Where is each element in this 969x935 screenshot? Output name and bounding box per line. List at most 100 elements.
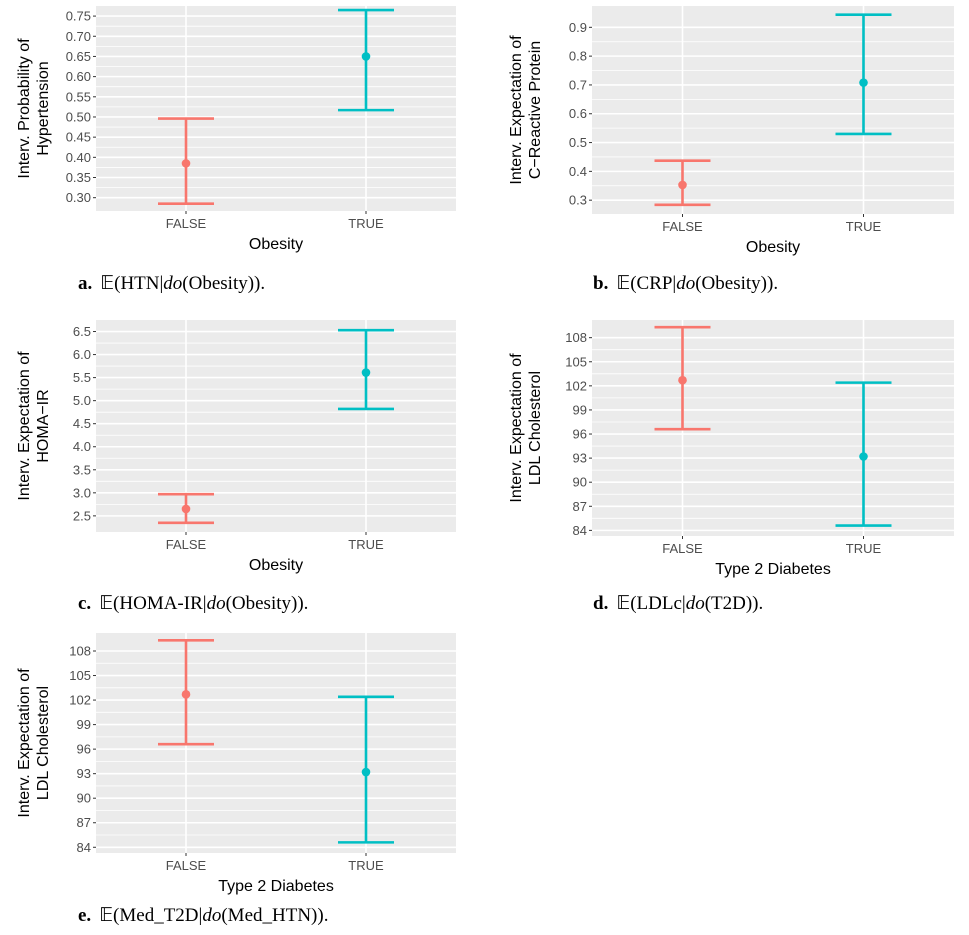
x-axis-title: Type 2 Diabetes [715, 561, 831, 578]
plot-panel [592, 320, 954, 536]
x-tick-label: TRUE [348, 537, 384, 552]
caption-do-operator: do [202, 905, 221, 926]
y-tick-label: 5.5 [73, 370, 91, 385]
y-tick-label: 0.5 [569, 135, 587, 150]
caption-letter: c. [78, 593, 91, 614]
y-axis-title-line: Interv. Probability of [16, 38, 33, 179]
x-tick-label: TRUE [348, 858, 384, 873]
caption-argument: (Obesity)). [695, 273, 778, 294]
errorbar-false [654, 159, 711, 207]
errorbar-true [835, 381, 892, 527]
y-tick-label: 90 [77, 791, 91, 806]
mean-point [361, 368, 371, 377]
caption-letter: e. [78, 905, 91, 926]
y-tick-label: 4.0 [73, 439, 91, 454]
caption-expression: 𝔼(Med_T2D| [99, 905, 202, 926]
caption-do-operator: do [686, 593, 705, 614]
y-tick-label: 99 [573, 402, 587, 417]
y-tick-label: 84 [77, 840, 91, 855]
y-tick-label: 105 [69, 668, 91, 683]
caption-do-operator: do [207, 593, 226, 614]
errorbar-true [835, 13, 892, 136]
caption-argument: (Obesity)). [226, 593, 309, 614]
y-axis-title-line: Interv. Expectation of [16, 351, 33, 501]
x-tick-label: TRUE [348, 216, 384, 231]
y-tick-label: 96 [573, 427, 587, 442]
y-tick-label: 102 [565, 378, 587, 393]
y-tick-label: 0.8 [569, 49, 587, 64]
figure-caption: e. 𝔼(Med_T2D|do(Med_HTN)). [78, 905, 328, 926]
y-tick-label: 90 [573, 475, 587, 490]
caption-argument: (T2D)). [705, 593, 764, 614]
y-axis-title-line: Interv. Expectation of [508, 353, 525, 503]
y-tick-label: 87 [573, 499, 587, 514]
errorbar-true [338, 695, 394, 844]
errorbar-false [654, 325, 711, 431]
y-axis-title: Interv. Expectation of C−Reactive Protein [508, 35, 544, 185]
x-tick-label: FALSE [166, 216, 207, 231]
x-axis-title: Obesity [249, 557, 303, 574]
y-tick-label: 102 [69, 693, 91, 708]
chart-d: 84 87 90 93 96 99 102 105 108 FALSE TRUE Type 2 Dia… [508, 320, 954, 614]
y-tick-label: 93 [573, 451, 587, 466]
y-tick-label: 6.5 [73, 324, 91, 339]
chart-c: 2.5 3.0 3.5 4.0 4.5 5.0 5.5 6.0 6.5 FALSE TRUE Obes… [16, 320, 456, 614]
caption-do-operator: do [163, 273, 182, 294]
y-axis-title-line: HOMA−IR [35, 389, 52, 462]
y-tick-label: 6.0 [73, 347, 91, 362]
chart-a: 0.30 0.35 0.40 0.45 0.50 0.55 0.60 0.65 0.70 0.75… [16, 6, 456, 294]
x-axis-title: Obesity [746, 239, 800, 256]
y-tick-label: 0.6 [569, 106, 587, 121]
caption-expression: 𝔼(LDLc| [616, 593, 685, 614]
caption-letter: a. [78, 273, 92, 294]
caption-argument: (Med_HTN)). [221, 905, 328, 926]
x-tick-label: FALSE [662, 219, 703, 234]
mean-point [181, 504, 191, 514]
mean-point [181, 159, 191, 168]
figure-caption: a. 𝔼(HTN|do(Obesity)). [78, 273, 265, 294]
y-axis-title: Interv. Expectation of HOMA−IR [16, 351, 52, 501]
y-tick-label: 0.65 [66, 49, 91, 64]
y-tick-label: 0.55 [66, 89, 91, 104]
mean-point [859, 452, 868, 461]
y-tick-label: 0.4 [569, 164, 587, 179]
y-axis-title-line: LDL Cholesterol [527, 371, 544, 485]
mean-point [181, 690, 191, 699]
y-tick-label: 108 [69, 643, 91, 658]
y-axis-title-line: C−Reactive Protein [527, 41, 544, 179]
y-tick-label: 87 [77, 815, 91, 830]
y-tick-label: 3.5 [73, 462, 91, 477]
plot-panel [96, 320, 456, 532]
y-tick-label: 0.45 [66, 130, 91, 145]
errorbar-false [158, 639, 214, 746]
y-axis-title: Interv. Probability of Hypertension [16, 38, 52, 179]
errorbar-false [158, 117, 214, 206]
chart-e: 84 87 90 93 96 99 102 105 108 FALSE TRUE Type 2 Dia… [16, 633, 456, 926]
caption-do-operator: do [676, 273, 695, 294]
y-tick-label: 0.3 [569, 193, 587, 208]
y-tick-label: 0.35 [66, 170, 91, 185]
y-tick-label: 0.75 [66, 9, 91, 24]
x-tick-label: TRUE [846, 541, 882, 556]
y-tick-label: 2.5 [73, 508, 91, 523]
x-tick-label: FALSE [662, 541, 703, 556]
y-tick-label: 108 [565, 330, 587, 345]
y-axis-title-line: LDL Cholesterol [35, 686, 52, 800]
x-axis-title: Obesity [249, 236, 303, 253]
y-axis-title: Interv. Expectation of LDL Cholesterol [16, 668, 52, 818]
x-axis-title: Type 2 Diabetes [218, 878, 334, 895]
x-tick-label: FALSE [166, 537, 207, 552]
mean-point [361, 767, 371, 777]
x-tick-label: FALSE [166, 858, 207, 873]
caption-letter: d. [593, 593, 608, 614]
x-tick-label: TRUE [846, 219, 882, 234]
caption-expression: 𝔼(HTN| [100, 273, 163, 294]
y-tick-label: 0.50 [66, 109, 91, 124]
plot-panel [96, 633, 456, 853]
y-axis-title-line: Hypertension [35, 61, 52, 155]
y-tick-label: 0.70 [66, 29, 91, 44]
mean-point [678, 180, 687, 190]
y-tick-label: 4.5 [73, 416, 91, 431]
y-tick-label: 96 [77, 742, 91, 757]
y-tick-label: 3.0 [73, 485, 91, 500]
